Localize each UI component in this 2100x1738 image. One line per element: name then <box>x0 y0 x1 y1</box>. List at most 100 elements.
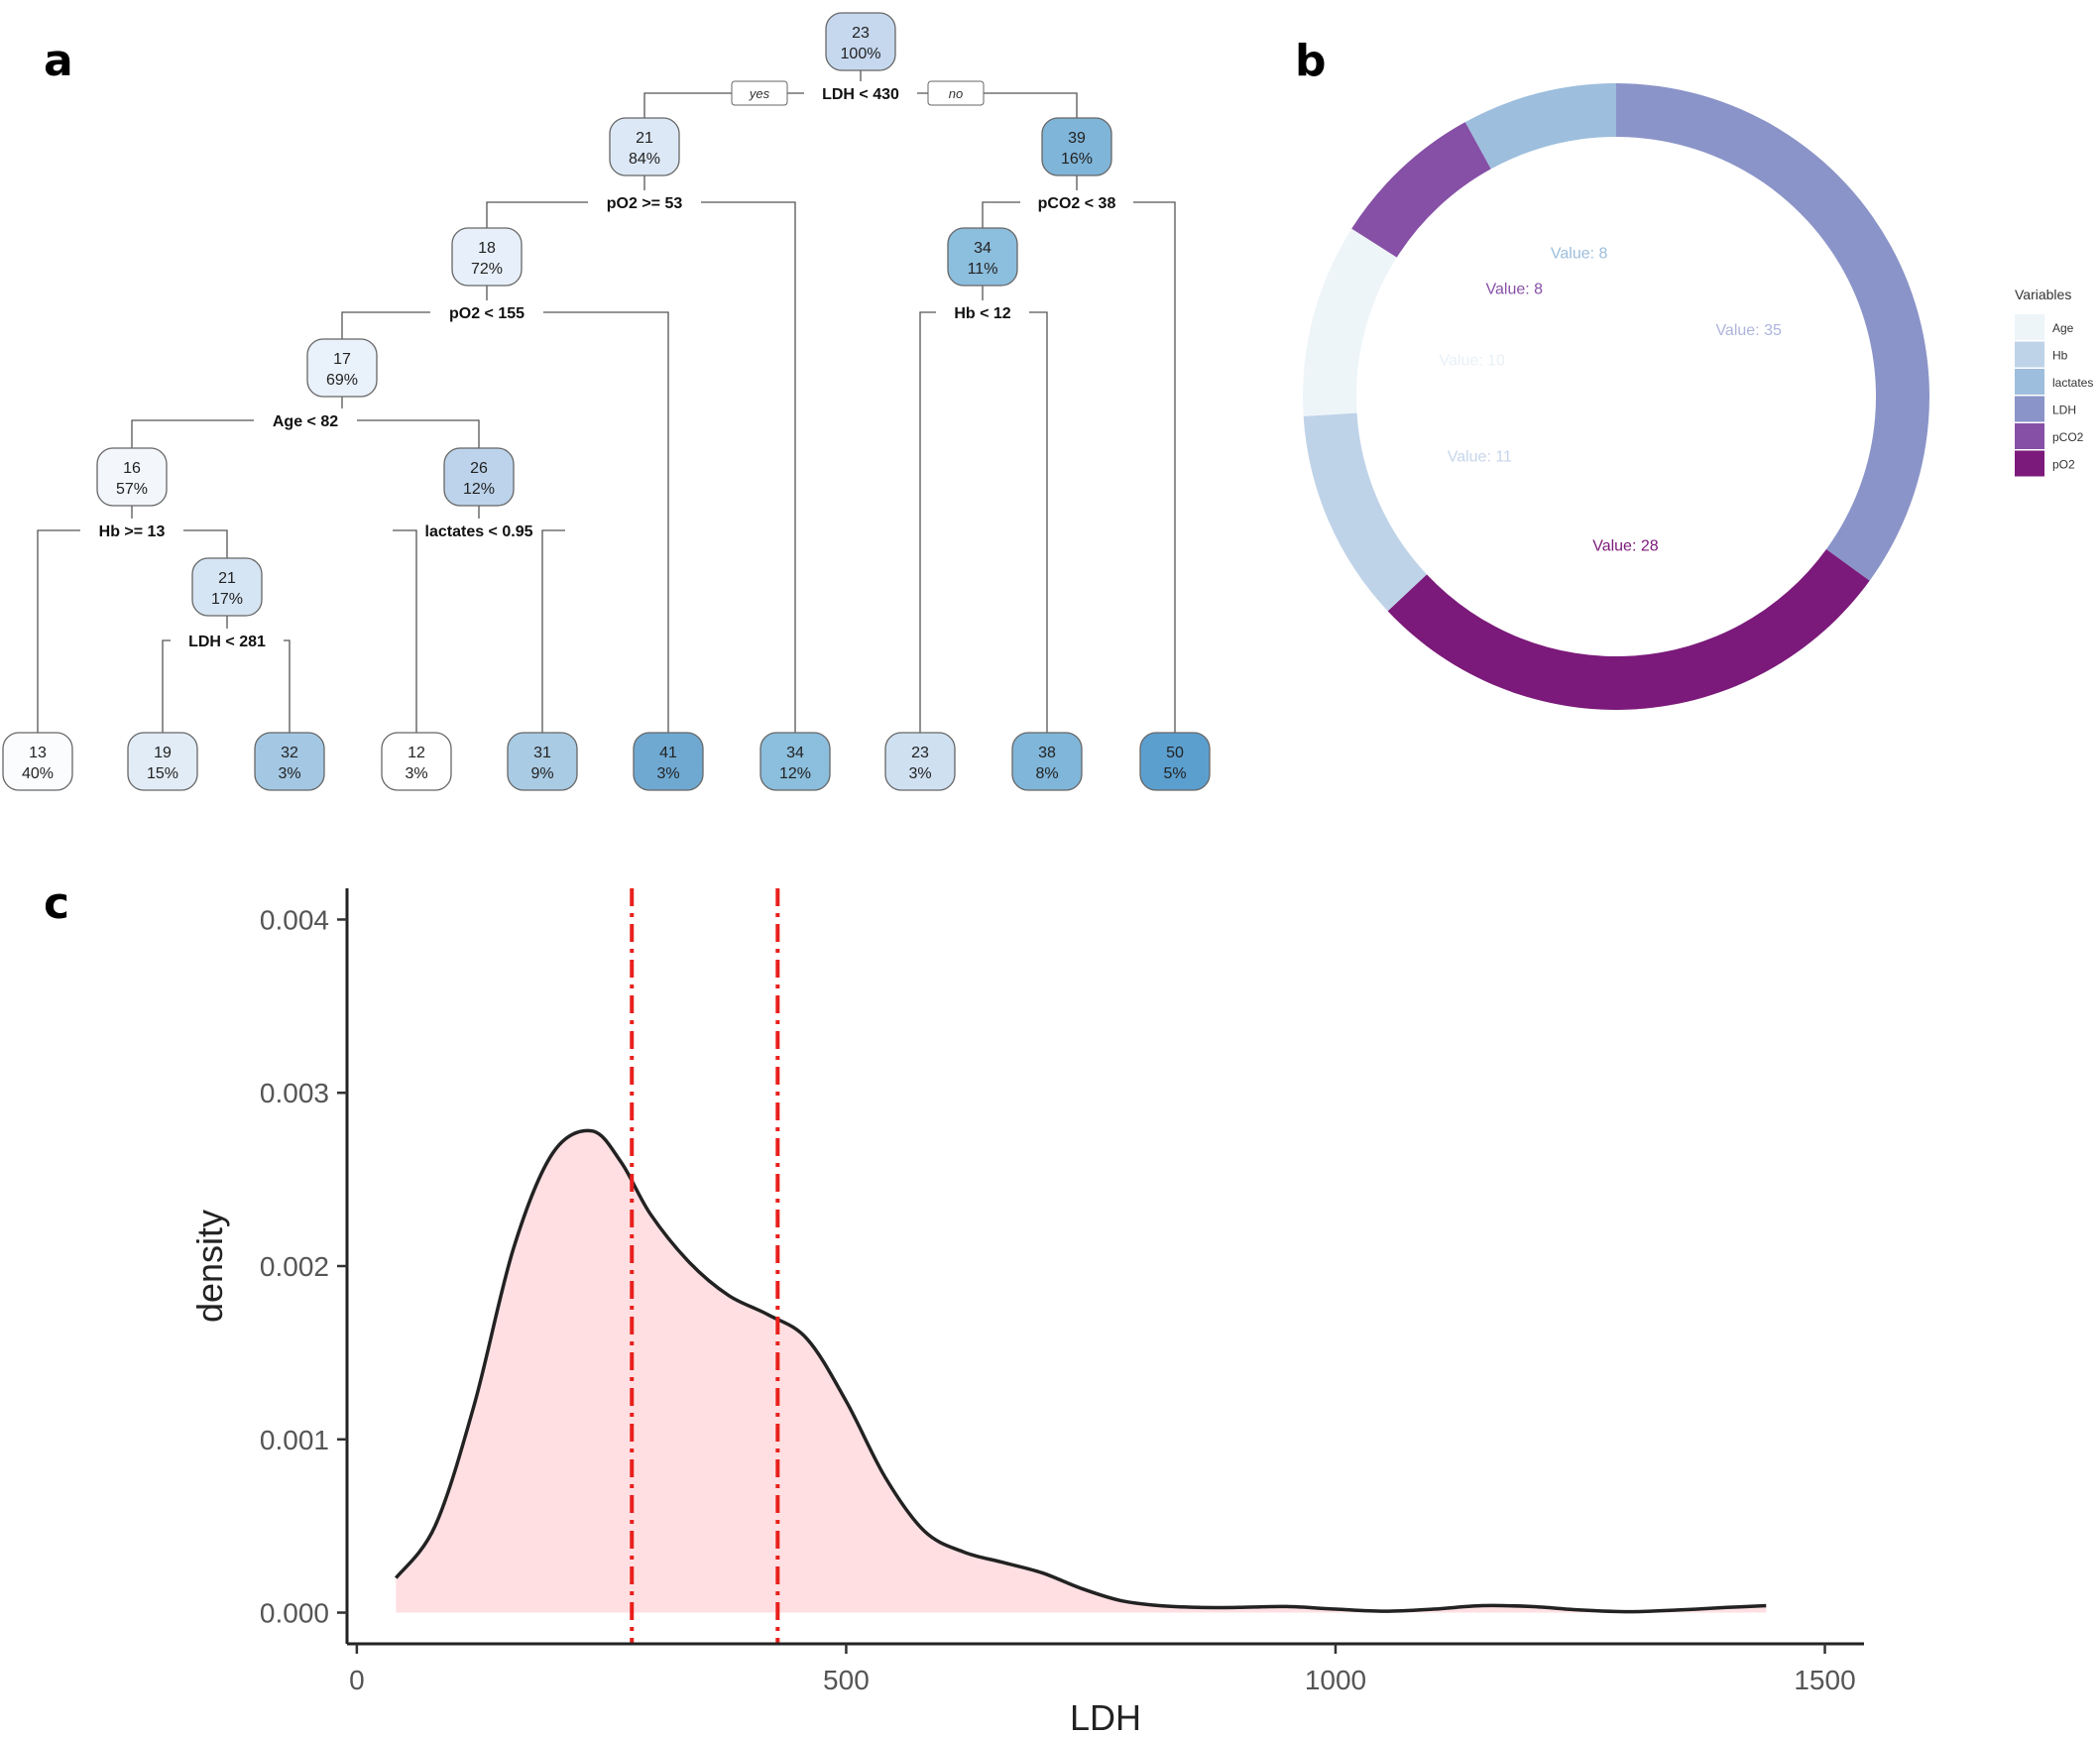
density-line <box>394 1128 1767 1614</box>
tree-edge <box>183 529 228 558</box>
donut-value-label: Value: 10 <box>1440 353 1506 370</box>
tree-node-box <box>381 732 452 791</box>
tree-node-percent: 69% <box>326 372 358 389</box>
tree-node-percent: 3% <box>405 765 427 782</box>
legend-label: lactates <box>2052 376 2093 390</box>
tree-node-box <box>2 732 73 791</box>
tree-node-percent: 57% <box>116 481 148 498</box>
tree-node: 388% <box>1011 732 1083 791</box>
y-axis-title: density <box>189 1210 230 1323</box>
tree-edge <box>393 529 417 733</box>
tree-node: 319% <box>507 732 578 791</box>
tree-edge <box>131 419 254 448</box>
tree-edge <box>37 529 80 733</box>
legend-label: LDH <box>2052 404 2076 417</box>
tree-node-box <box>633 732 704 791</box>
branch-yes-box <box>731 80 788 106</box>
donut-segment-ldh <box>1616 83 1929 581</box>
tree-connector <box>393 506 565 733</box>
panel-label-a: a <box>44 36 73 86</box>
tree-node-value: 31 <box>533 745 551 761</box>
split-label: Hb >= 13 <box>99 523 166 540</box>
tree-node-value: 17 <box>333 351 351 368</box>
tree-node-value: 18 <box>478 240 496 257</box>
tree-connector <box>37 506 228 733</box>
tree-node-value: 34 <box>974 240 992 257</box>
split-label: lactates < 0.95 <box>425 523 533 540</box>
decision-tree: LDH < 430 pO2 >= 53 pCO2 < 38 pO2 < 155 Hb <… <box>2 12 1211 791</box>
branch-no-box <box>927 80 985 106</box>
donut-segment-po2 <box>1387 548 1870 711</box>
donut-segment-age <box>1303 228 1397 416</box>
tree-node-percent: 3% <box>656 765 679 782</box>
legend-swatch <box>2015 341 2044 368</box>
tree-node: 123% <box>381 732 452 791</box>
branch-yes-label: yes <box>749 86 770 101</box>
tree-connector <box>486 175 796 733</box>
tree-node-percent: 8% <box>1035 765 1058 782</box>
panel-label-c: c <box>44 878 70 929</box>
x-tick-label: 1000 <box>1305 1665 1366 1695</box>
tree-node-percent: 84% <box>629 151 660 168</box>
tree-edge <box>1029 311 1048 733</box>
tree-edge <box>486 201 588 228</box>
tree-node-box <box>1011 732 1083 791</box>
tree-node-box <box>191 557 263 617</box>
tree-node-value: 13 <box>29 745 47 761</box>
donut-chart: Value: 35 Value: 28 Value: 11 Value: 10 Valu… <box>1303 83 2093 711</box>
tree-node-box <box>884 732 956 791</box>
tree-node-percent: 100% <box>841 46 881 62</box>
tree-edge <box>357 419 480 448</box>
tree-node-percent: 5% <box>1163 765 1186 782</box>
legend-label: pCO2 <box>2052 430 2084 444</box>
x-tick-label: 0 <box>349 1665 365 1695</box>
tree-node-percent: 72% <box>471 261 503 278</box>
tree-node-box <box>306 338 378 398</box>
tree-node-box <box>96 447 168 507</box>
tree-node-percent: 11% <box>968 261 998 278</box>
donut-segment-lactates <box>1464 83 1616 170</box>
tree-connector <box>919 286 1048 733</box>
tree-node-percent: 3% <box>278 765 300 782</box>
legend-label: Age <box>2052 321 2074 335</box>
tree-node-box <box>825 12 896 71</box>
tree-node-box <box>1139 732 1211 791</box>
tree-node-value: 50 <box>1166 745 1184 761</box>
tree-edge <box>162 639 171 733</box>
tree-node-percent: 12% <box>463 481 495 498</box>
tree-connector <box>982 175 1176 733</box>
tree-edge <box>919 311 936 733</box>
donut-value-label: Value: 35 <box>1715 322 1782 339</box>
tree-node-percent: 3% <box>908 765 931 782</box>
donut-value-label: Value: 11 <box>1448 449 1512 466</box>
tree-node-box <box>507 732 578 791</box>
tree-node-box <box>609 117 680 176</box>
tree-node-value: 34 <box>786 745 804 761</box>
tree-node-value: 19 <box>154 745 172 761</box>
split-label: pO2 < 155 <box>449 305 525 322</box>
panel-label-b: b <box>1295 36 1327 86</box>
tree-node-value: 41 <box>659 745 677 761</box>
y-tick-label: 0.001 <box>260 1425 329 1455</box>
tree-node-percent: 15% <box>147 765 178 782</box>
tree-node: 505% <box>1139 732 1211 791</box>
tree-node-box <box>759 732 831 791</box>
tree-edge <box>982 201 1020 228</box>
donut-value-label: Value: 8 <box>1486 282 1544 298</box>
donut-segment-hb <box>1303 412 1428 612</box>
x-tick-label: 1500 <box>1794 1665 1855 1695</box>
legend-swatch <box>2015 314 2044 340</box>
tree-node-value: 39 <box>1068 130 1086 147</box>
legend-label: Hb <box>2052 349 2068 363</box>
tree-node: 233% <box>884 732 956 791</box>
tree-node: 413% <box>633 732 704 791</box>
tree-node-percent: 17% <box>211 591 243 608</box>
